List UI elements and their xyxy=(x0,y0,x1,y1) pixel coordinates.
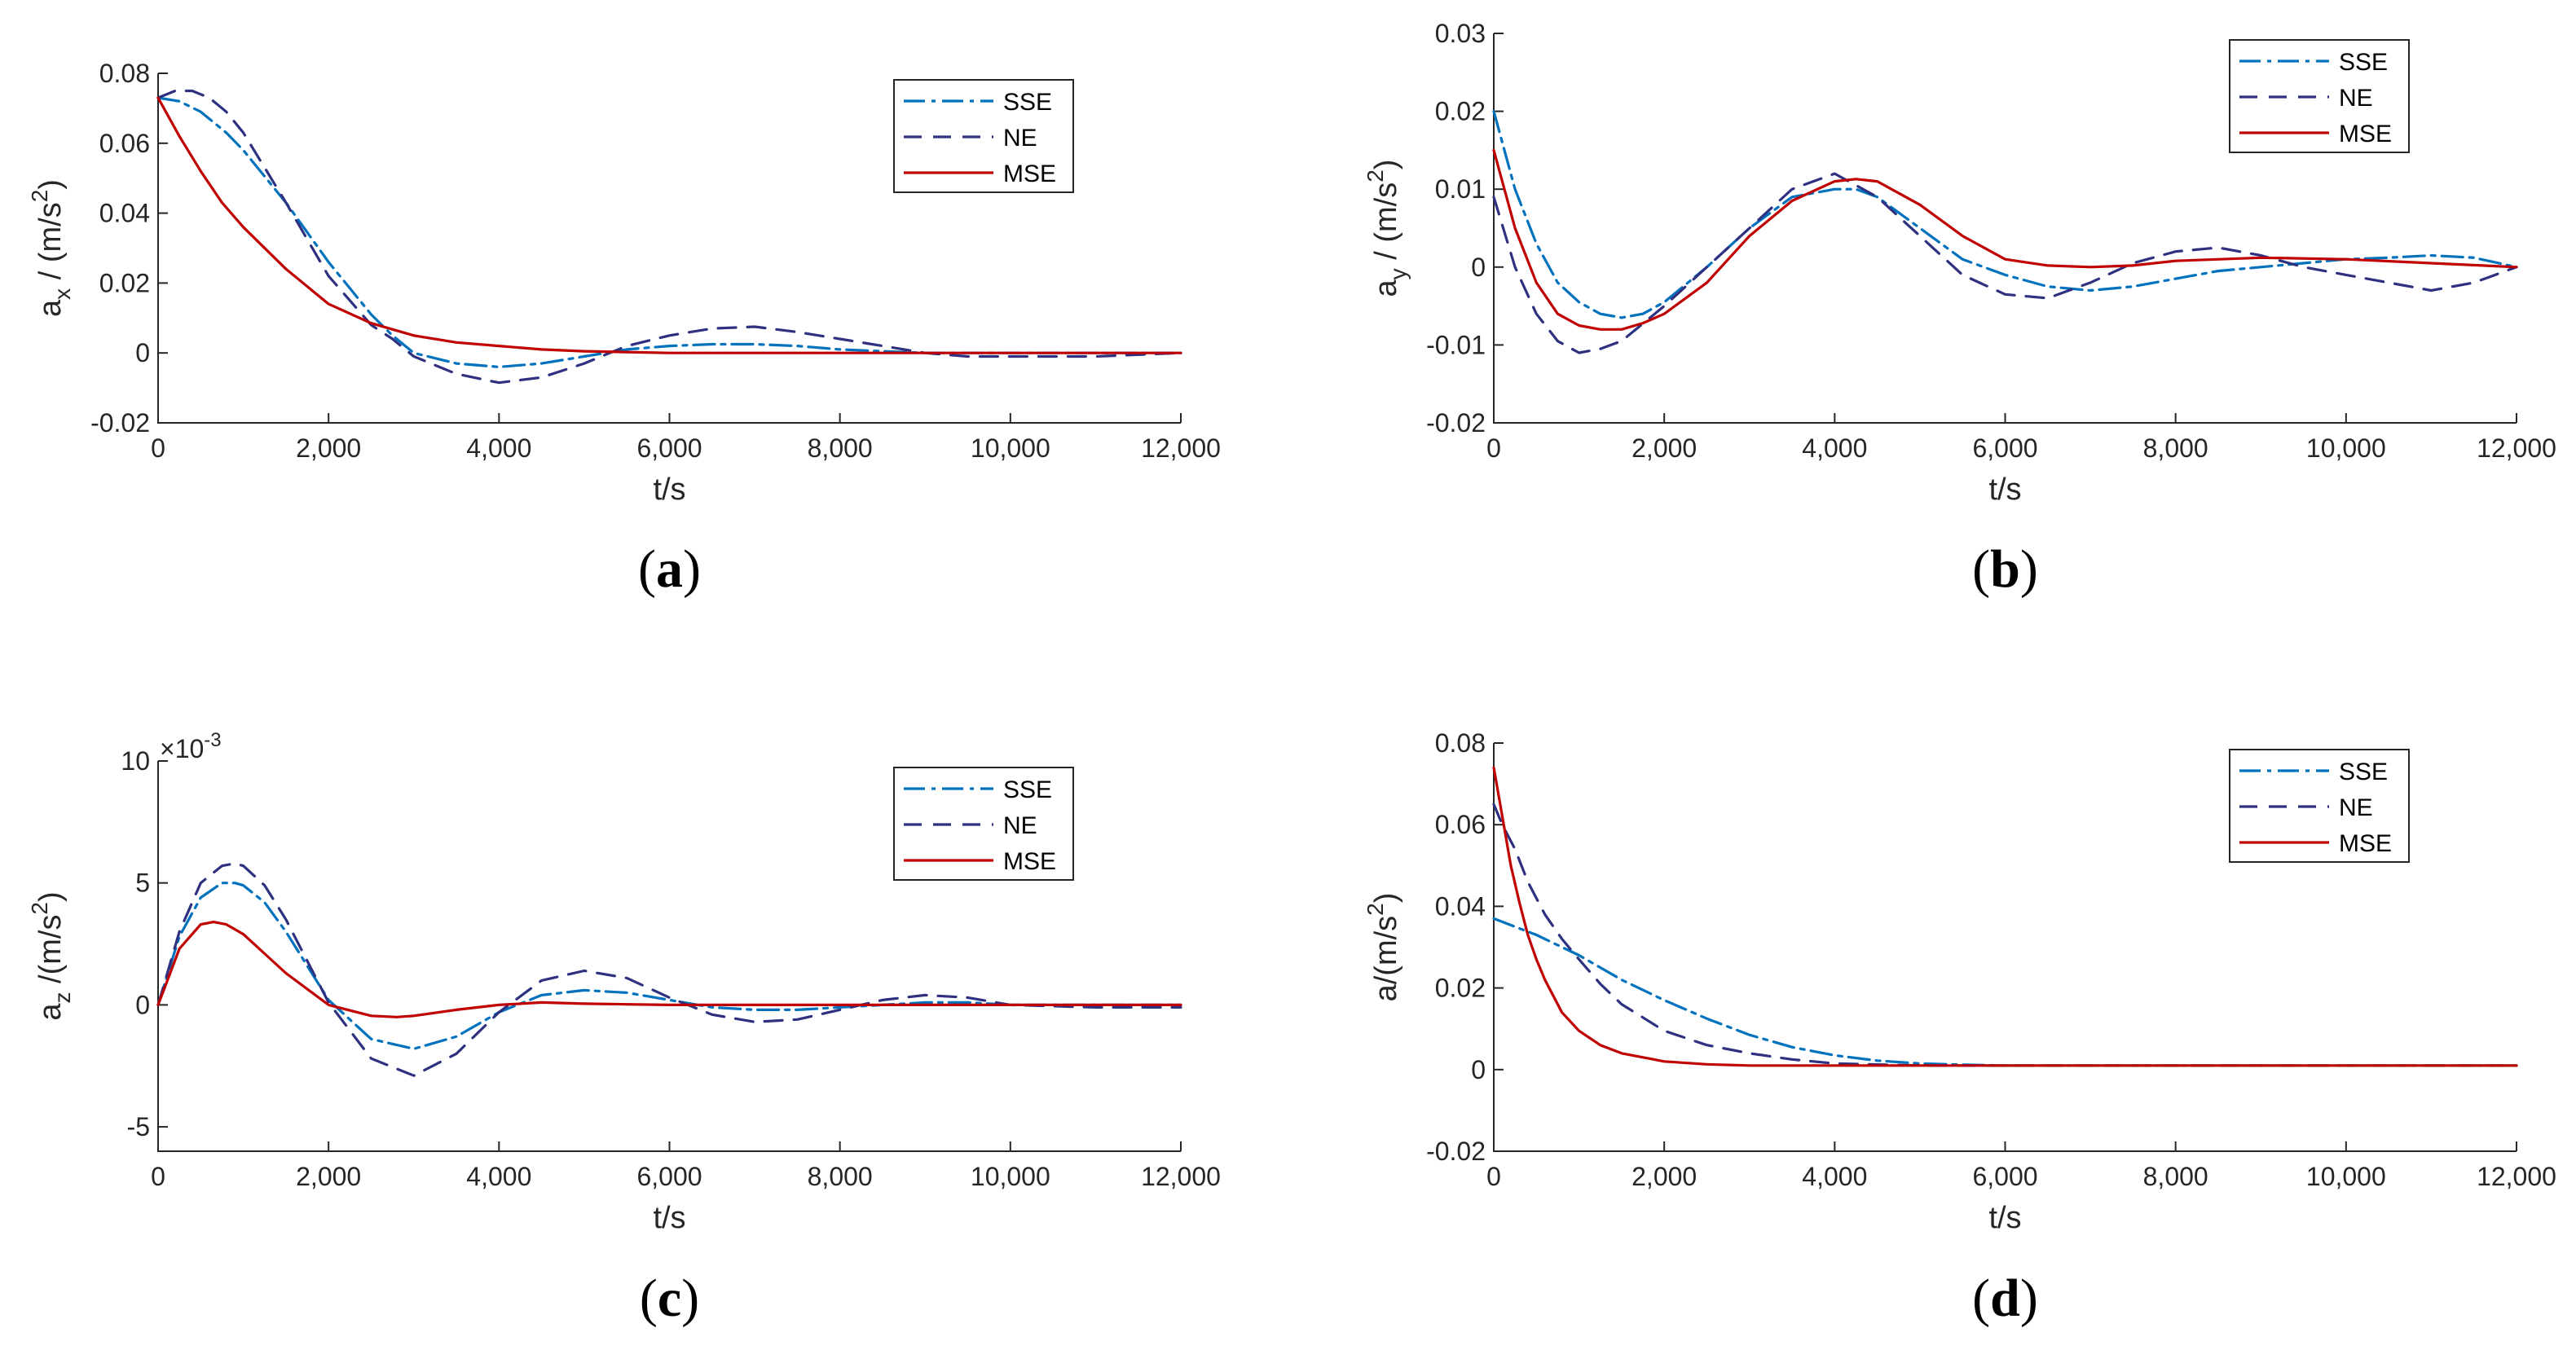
panel-b-xtick-label: 10,000 xyxy=(2306,433,2386,463)
panel-b-xlabel: t/s xyxy=(1988,473,2021,507)
panel-b-ytick-label: -0.01 xyxy=(1426,330,1486,359)
panel-c-legend-label-mse: MSE xyxy=(1003,848,1056,875)
panel-b-legend-label-ne: NE xyxy=(2339,85,2373,112)
panel-c-xtick-label: 12,000 xyxy=(1141,1162,1221,1191)
panel-a-xtick-label: 12,000 xyxy=(1141,433,1221,463)
panel-d-xtick-label: 8,000 xyxy=(2143,1162,2208,1191)
panel-d-legend-label-ne: NE xyxy=(2339,794,2373,821)
panel-a-chart: 0 2,000 4,000 6,000 8,000 10,000 12,000-0.0200… xyxy=(27,59,1221,599)
panel-d-ytick-label: 0.08 xyxy=(1435,728,1486,758)
panel-c-legend-label-ne: NE xyxy=(1003,812,1037,839)
panel-c-xtick-label: 2,000 xyxy=(296,1162,361,1191)
panel-d-xtick-label: 12,000 xyxy=(2477,1162,2556,1191)
panel-c-ytick-label: 5 xyxy=(135,869,150,898)
panel-c-legend-label-sse: SSE xyxy=(1003,776,1052,803)
panel-b-xtick-label: 8,000 xyxy=(2143,433,2208,463)
panel-b-xtick-label: 4,000 xyxy=(1802,433,1867,463)
panel-d-ytick-label: 0.02 xyxy=(1435,974,1486,1003)
panel-b-legend: SSE NE MSE xyxy=(2229,39,2410,153)
panel-b-legend-label-mse: MSE xyxy=(2339,121,2392,147)
panel-b-ytick-label: 0.02 xyxy=(1435,97,1486,126)
panel-d-legend-label-sse: SSE xyxy=(2339,759,2388,785)
panel-d-xtick-label: 0 xyxy=(1486,1162,1501,1191)
panel-a-legend: SSE NE MSE xyxy=(893,79,1074,193)
panel-d-legend-label-mse: MSE xyxy=(2339,830,2392,857)
panel-c-series-ne-line xyxy=(156,862,1182,1077)
panel-d-series-mse-line xyxy=(1492,766,2518,1067)
panel-d-ytick-label: -0.02 xyxy=(1426,1137,1486,1166)
panel-c-exponent-label: ×10-3 xyxy=(160,729,222,763)
panel-b-ytick-label: -0.02 xyxy=(1426,408,1486,438)
panel-b-xtick-label: 2,000 xyxy=(1631,433,1697,463)
panel-d-ytick-label: 0 xyxy=(1471,1055,1486,1084)
panel-b-ytick-label: 0.01 xyxy=(1435,174,1486,204)
panel-a-ytick-label: 0.06 xyxy=(99,129,150,158)
panel-c-legend: SSE NE MSE xyxy=(893,767,1074,881)
panel-b-ytick-label: 0.03 xyxy=(1435,19,1486,48)
panel-a-xtick-label: 10,000 xyxy=(971,433,1050,463)
panel-a-series-mse-line xyxy=(156,96,1182,354)
panel-a-ytick-label: 0.04 xyxy=(99,199,150,228)
panel-a-xtick-label: 8,000 xyxy=(808,433,873,463)
panel-a-series-ne-line xyxy=(156,89,1182,385)
panel-a-xtick-label: 4,000 xyxy=(466,433,531,463)
panel-a-xtick-label: 2,000 xyxy=(296,433,361,463)
panel-d-ytick-label: 0.06 xyxy=(1435,810,1486,839)
panel-d-legend: SSE NE MSE xyxy=(2229,749,2410,863)
panel-b-ytick-label: 0 xyxy=(1471,253,1486,282)
panel-a-legend-label-mse: MSE xyxy=(1003,161,1056,187)
panel-c-xtick-label: 6,000 xyxy=(636,1162,702,1191)
panel-b-xtick-label: 0 xyxy=(1486,433,1501,463)
panel-a-ytick-label: -0.02 xyxy=(90,408,150,438)
panel-d-xlabel: t/s xyxy=(1988,1201,2021,1235)
panel-c-xtick-label: 0 xyxy=(151,1162,165,1191)
panel-c-xtick-label: 8,000 xyxy=(808,1162,873,1191)
panel-d-xtick-label: 4,000 xyxy=(1802,1162,1867,1191)
panel-a-ylabel: ax / (m/s2) xyxy=(27,179,75,317)
panel-b-caption: (b) xyxy=(1972,539,2038,599)
panel-a-ytick-label: 0 xyxy=(135,338,150,367)
panel-d-caption: (d) xyxy=(1972,1269,2038,1328)
panel-b-series-mse-line xyxy=(1492,148,2518,331)
panel-c-series-sse-line xyxy=(156,882,1182,1050)
panel-d-chart: 0 2,000 4,000 6,000 8,000 10,000 12,000-0.0200… xyxy=(1363,728,2556,1328)
panel-a-xtick-label: 6,000 xyxy=(636,433,702,463)
panel-a-series-sse-line xyxy=(156,96,1182,368)
panel-c-caption: (c) xyxy=(640,1269,699,1328)
panel-a-ytick-label: 0.08 xyxy=(99,59,150,88)
panel-c-ytick-label: 10 xyxy=(121,746,150,776)
panel-b-xtick-label: 6,000 xyxy=(1972,433,2037,463)
panel-b-xtick-label: 12,000 xyxy=(2477,433,2556,463)
panel-a-legend-label-sse: SSE xyxy=(1003,89,1052,116)
panel-d-xtick-label: 2,000 xyxy=(1631,1162,1697,1191)
panel-d-ylabel: a/(m/s2) xyxy=(1363,893,1403,1002)
panel-d-xtick-label: 6,000 xyxy=(1972,1162,2037,1191)
panel-c-xlabel: t/s xyxy=(653,1201,685,1235)
panel-b-ylabel: ay / (m/s2) xyxy=(1363,160,1411,297)
panel-a-ytick-label: 0.02 xyxy=(99,268,150,297)
panel-c-series-mse-line xyxy=(156,921,1182,1018)
panel-d-ytick-label: 0.04 xyxy=(1435,891,1486,921)
panel-c-ytick-label: 0 xyxy=(135,990,150,1019)
panel-a-caption: (a) xyxy=(638,539,701,599)
panel-b-series-ne-line xyxy=(1492,172,2518,354)
panel-b-chart: 0 2,000 4,000 6,000 8,000 10,000 12,000 -0.02 -0… xyxy=(1363,19,2556,599)
panel-a-legend-label-ne: NE xyxy=(1003,125,1037,152)
panel-c-ytick-label: -5 xyxy=(127,1112,150,1141)
panel-a-xtick-label: 0 xyxy=(151,433,165,463)
panel-c-xtick-label: 4,000 xyxy=(466,1162,531,1191)
panel-c-xtick-label: 10,000 xyxy=(971,1162,1050,1191)
panel-b-legend-label-sse: SSE xyxy=(2339,49,2388,76)
panel-a-xlabel: t/s xyxy=(653,473,685,507)
panel-c-ylabel: az /(m/s2) xyxy=(27,891,75,1020)
panel-b-series-sse-line xyxy=(1492,110,2518,319)
panel-d-xtick-label: 10,000 xyxy=(2306,1162,2386,1191)
